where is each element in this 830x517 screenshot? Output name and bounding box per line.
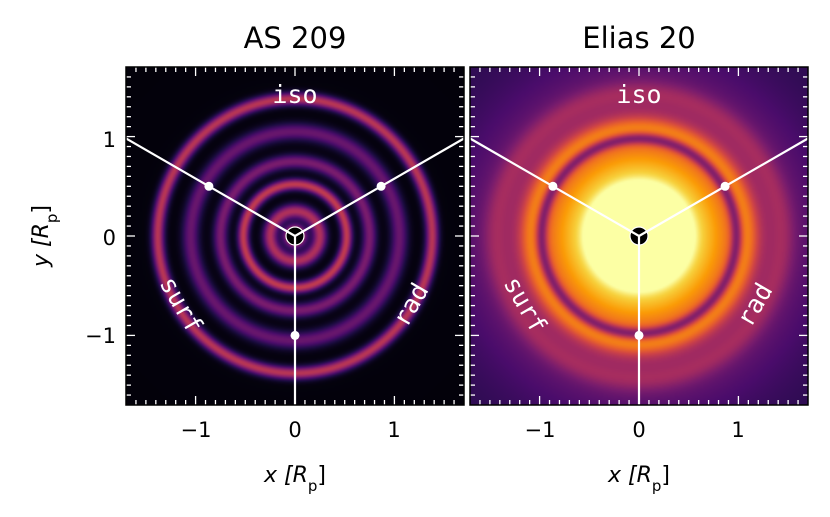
- y-tick-label: 1: [103, 128, 116, 152]
- sector-boundary-line: [638, 137, 808, 237]
- x-axis-label-close: ]: [661, 463, 670, 488]
- x-axis-label-main: x [R: [263, 463, 308, 488]
- x-axis-label-main: x [R: [607, 463, 652, 488]
- x-tick-labels: −1 0 1: [525, 418, 745, 442]
- x-tick-label: 1: [731, 418, 744, 442]
- panel-elias20: Elias 20 iso rad surf −1 0 1 x [Rp]: [469, 21, 809, 495]
- x-tick-label: 0: [288, 418, 301, 442]
- panel-title: AS 209: [244, 21, 347, 55]
- sector-boundary-line: [638, 230, 648, 237]
- axis-ticks: [470, 67, 808, 405]
- panel-as209: AS 209 iso rad surf 1 0 −1 −1 0 1 x [Rp]: [85, 21, 465, 495]
- sector-marker-dot: [376, 181, 386, 191]
- y-tick-labels: 1 0 −1: [85, 128, 116, 348]
- sector-label-iso: iso: [616, 80, 661, 109]
- plot-frame: [469, 66, 809, 406]
- axis-ticks: [126, 67, 464, 405]
- sector-marker-dot: [204, 181, 214, 191]
- x-axis-label-sub: p: [652, 477, 662, 495]
- y-axis-label-sub: p: [43, 214, 61, 224]
- sector-overlay: [126, 137, 464, 405]
- x-tick-label: −1: [181, 418, 212, 442]
- x-axis-label-close: ]: [317, 463, 326, 488]
- sector-overlay: [470, 137, 808, 405]
- y-tick-label: 0: [103, 226, 116, 250]
- y-axis-label-close: ]: [29, 205, 54, 214]
- sector-boundary-line: [286, 230, 296, 237]
- sector-marker-dot: [548, 181, 558, 191]
- sector-boundary-line: [470, 137, 640, 237]
- sector-boundary-line: [126, 137, 296, 237]
- x-tick-label: −1: [525, 418, 556, 442]
- x-axis-label-sub: p: [308, 477, 318, 495]
- x-tick-label: 1: [387, 418, 400, 442]
- sector-label-iso: iso: [272, 80, 317, 109]
- plot-frame: [125, 66, 465, 406]
- sector-boundary-line: [294, 230, 304, 237]
- x-tick-labels: −1 0 1: [181, 418, 401, 442]
- sector-marker-dot: [720, 181, 730, 191]
- sector-boundary-line: [294, 137, 464, 237]
- sector-marker-dot: [634, 330, 644, 340]
- panel-title: Elias 20: [582, 21, 695, 55]
- x-axis-label: x [Rp]: [263, 463, 326, 495]
- y-tick-label: −1: [85, 324, 116, 348]
- sector-marker-dot: [290, 330, 300, 340]
- y-axis-label: y [Rp]: [29, 205, 61, 268]
- x-axis-label: x [Rp]: [607, 463, 670, 495]
- sector-boundary-line: [630, 230, 640, 237]
- y-axis-label-main: y [R: [29, 223, 54, 268]
- x-tick-label: 0: [632, 418, 645, 442]
